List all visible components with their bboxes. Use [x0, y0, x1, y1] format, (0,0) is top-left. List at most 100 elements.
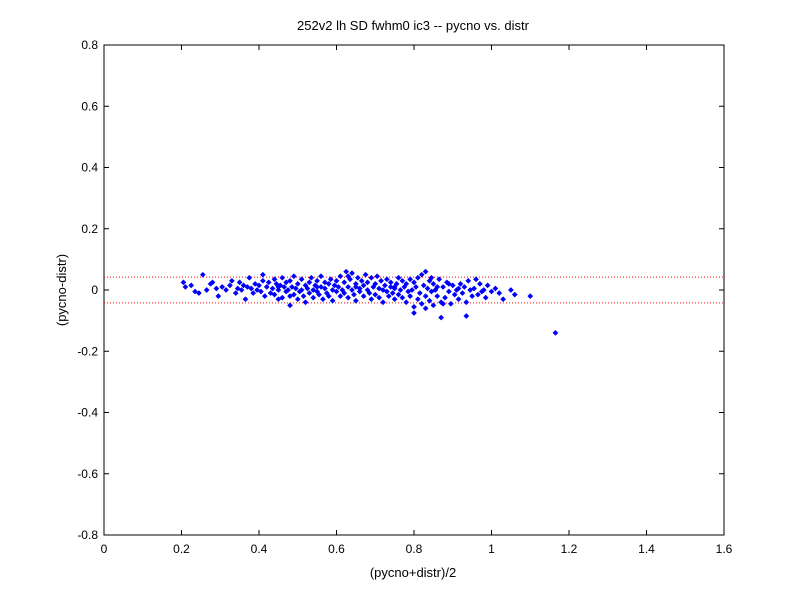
data-point: [403, 280, 410, 287]
data-point: [325, 280, 332, 287]
data-point: [306, 279, 313, 286]
data-point: [298, 287, 305, 293]
x-tick-label: 1.4: [638, 542, 655, 556]
data-point: [195, 290, 202, 297]
data-point: [308, 274, 315, 281]
data-point: [500, 296, 507, 303]
data-point: [411, 303, 417, 310]
data-point: [461, 283, 468, 290]
data-point: [436, 276, 443, 283]
data-point: [471, 285, 478, 292]
data-point: [414, 274, 421, 281]
data-point: [298, 276, 305, 283]
y-tick-label: 0.4: [81, 161, 98, 175]
data-point: [318, 273, 324, 280]
data-point: [219, 283, 226, 290]
data-point: [337, 273, 344, 280]
x-axis-label: (pycno+distr)/2: [370, 565, 456, 580]
data-point: [422, 305, 429, 312]
data-point: [383, 288, 390, 295]
data-point: [209, 279, 216, 286]
data-point: [265, 279, 272, 286]
data-point: [451, 291, 458, 298]
data-point: [259, 277, 266, 284]
y-tick-label: -0.2: [77, 344, 98, 358]
data-point: [302, 299, 309, 306]
data-point: [383, 276, 390, 283]
data-point: [285, 287, 292, 293]
data-point: [199, 271, 206, 278]
data-point: [250, 290, 257, 297]
data-point: [287, 302, 293, 309]
data-point: [399, 277, 406, 284]
data-point: [337, 293, 344, 300]
data-point: [226, 282, 233, 289]
data-point: [213, 285, 220, 292]
x-tick-label: 0.4: [251, 542, 268, 556]
data-point: [442, 294, 448, 301]
y-tick-label: -0.8: [77, 528, 98, 542]
data-point: [263, 283, 270, 290]
data-point: [306, 290, 313, 297]
data-point: [271, 291, 278, 298]
data-point: [279, 274, 286, 281]
data-point: [414, 296, 421, 303]
data-point: [438, 314, 445, 321]
x-tick-label: 1.6: [716, 542, 733, 556]
data-point: [395, 291, 402, 298]
data-point: [333, 288, 340, 295]
data-point: [418, 271, 425, 278]
data-point: [257, 288, 264, 295]
data-point: [496, 290, 503, 297]
data-point: [381, 282, 388, 289]
data-point: [358, 277, 365, 284]
data-point: [440, 283, 447, 290]
data-point: [362, 271, 369, 278]
y-tick-label: 0.6: [81, 99, 98, 113]
data-point: [327, 276, 334, 283]
data-point: [407, 276, 414, 283]
data-point: [378, 277, 385, 284]
data-point: [527, 293, 534, 300]
data-point: [275, 287, 282, 293]
data-point: [188, 282, 195, 289]
data-point: [223, 287, 230, 293]
data-point: [368, 274, 375, 281]
data-point: [488, 288, 495, 295]
data-point: [385, 293, 392, 300]
data-point: [391, 283, 398, 290]
chart-title: 252v2 lh SD fwhm0 ic3 -- pycno vs. distr: [297, 18, 530, 33]
data-point: [294, 280, 301, 287]
data-point: [418, 300, 425, 307]
y-axis-label: (pycno-distr): [54, 254, 69, 326]
data-point: [290, 291, 297, 298]
data-point: [269, 285, 276, 292]
data-point: [463, 299, 470, 306]
data-point: [345, 283, 352, 290]
data-point: [473, 276, 479, 283]
data-point: [279, 294, 286, 301]
data-point: [343, 268, 350, 275]
y-tick-label: -0.4: [77, 406, 98, 420]
data-point: [345, 273, 352, 280]
data-point: [182, 283, 189, 290]
data-point: [271, 276, 278, 283]
data-point: [350, 291, 357, 298]
data-point: [430, 280, 437, 287]
plot-area: 0 0.2 0.4 0.6 0.8 1 1.2 1.4 1.6 -0.8 -0.6 -0.4 -0.2 0…: [77, 38, 732, 556]
data-point: [422, 268, 429, 275]
x-tick-label: 0.8: [406, 542, 423, 556]
data-point: [395, 274, 402, 281]
data-point: [275, 283, 282, 290]
data-point: [474, 291, 481, 298]
data-point: [300, 293, 307, 300]
data-point: [484, 282, 491, 289]
data-point: [465, 277, 472, 284]
data-point: [480, 287, 487, 293]
data-point: [372, 291, 379, 298]
x-tick-label: 0: [101, 542, 108, 556]
data-point: [325, 293, 332, 300]
data-point: [403, 299, 410, 306]
data-point: [360, 282, 367, 289]
